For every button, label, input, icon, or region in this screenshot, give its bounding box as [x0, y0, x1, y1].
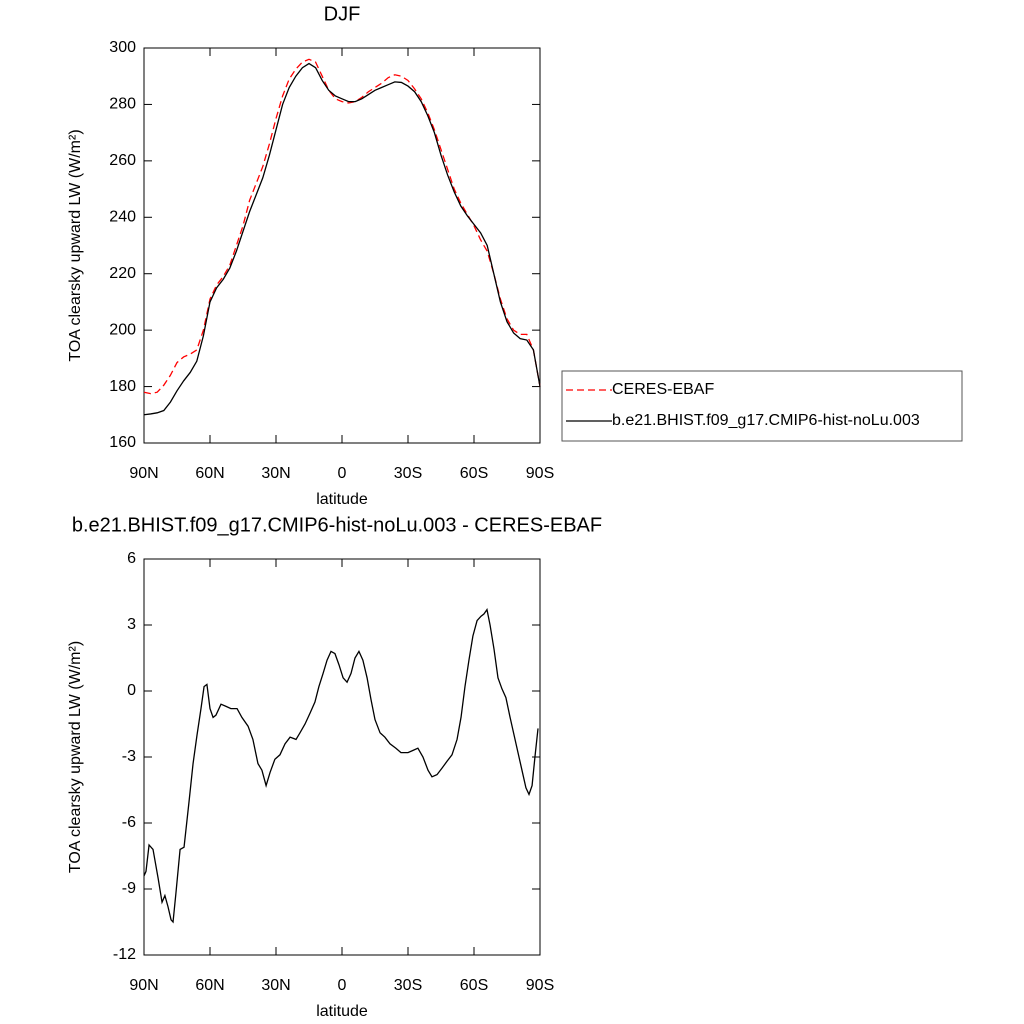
- data-line: [143, 607, 539, 924]
- x-tick-label: 90S: [526, 465, 554, 482]
- x-axis-label: latitude: [316, 1003, 368, 1020]
- chart-title: DJF: [324, 3, 361, 25]
- y-axis-label: TOA clearsky upward LW (W/m²): [67, 129, 84, 361]
- y-tick-label: 300: [109, 39, 136, 56]
- x-tick-label: 0: [338, 465, 347, 482]
- x-tick-label: 30N: [261, 977, 290, 994]
- y-tick-label: 3: [127, 616, 136, 633]
- x-tick-label: 30S: [394, 465, 422, 482]
- x-tick-label: 60N: [195, 465, 224, 482]
- y-tick-label: 220: [109, 265, 136, 282]
- y-tick-label: 0: [127, 682, 136, 699]
- x-tick-label: 90N: [129, 465, 158, 482]
- y-tick-label: -3: [122, 748, 136, 765]
- x-tick-label: 60S: [460, 465, 488, 482]
- y-tick-label: 260: [109, 152, 136, 169]
- plot-frame: [143, 47, 541, 444]
- y-tick-label: -9: [122, 880, 136, 897]
- y-tick-label: 240: [109, 209, 136, 226]
- y-tick-label: 200: [109, 321, 136, 338]
- x-axis-label: latitude: [316, 491, 368, 508]
- plot-frame: [143, 558, 541, 956]
- chart-title: b.e21.BHIST.f09_g17.CMIP6-hist-noLu.003 …: [72, 514, 602, 536]
- x-tick-label: 60S: [460, 977, 488, 994]
- x-tick-label: 30N: [261, 465, 290, 482]
- legend-label: CERES-EBAF: [612, 381, 714, 398]
- y-axis-label: TOA clearsky upward LW (W/m²): [67, 641, 84, 873]
- y-tick-label: -12: [113, 946, 136, 963]
- y-tick-label: 180: [109, 378, 136, 395]
- y-tick-label: 280: [109, 96, 136, 113]
- data-line: [143, 62, 541, 416]
- x-tick-label: 30S: [394, 977, 422, 994]
- y-tick-label: -6: [122, 814, 136, 831]
- x-tick-label: 90N: [129, 977, 158, 994]
- x-tick-label: 90S: [526, 977, 554, 994]
- data-line: [143, 58, 541, 395]
- x-tick-label: 60N: [195, 977, 224, 994]
- y-tick-label: 160: [109, 434, 136, 451]
- x-tick-label: 0: [338, 977, 347, 994]
- y-tick-label: 6: [127, 550, 136, 567]
- legend-box: [561, 370, 963, 442]
- legend-label: b.e21.BHIST.f09_g17.CMIP6-hist-noLu.003: [612, 412, 920, 429]
